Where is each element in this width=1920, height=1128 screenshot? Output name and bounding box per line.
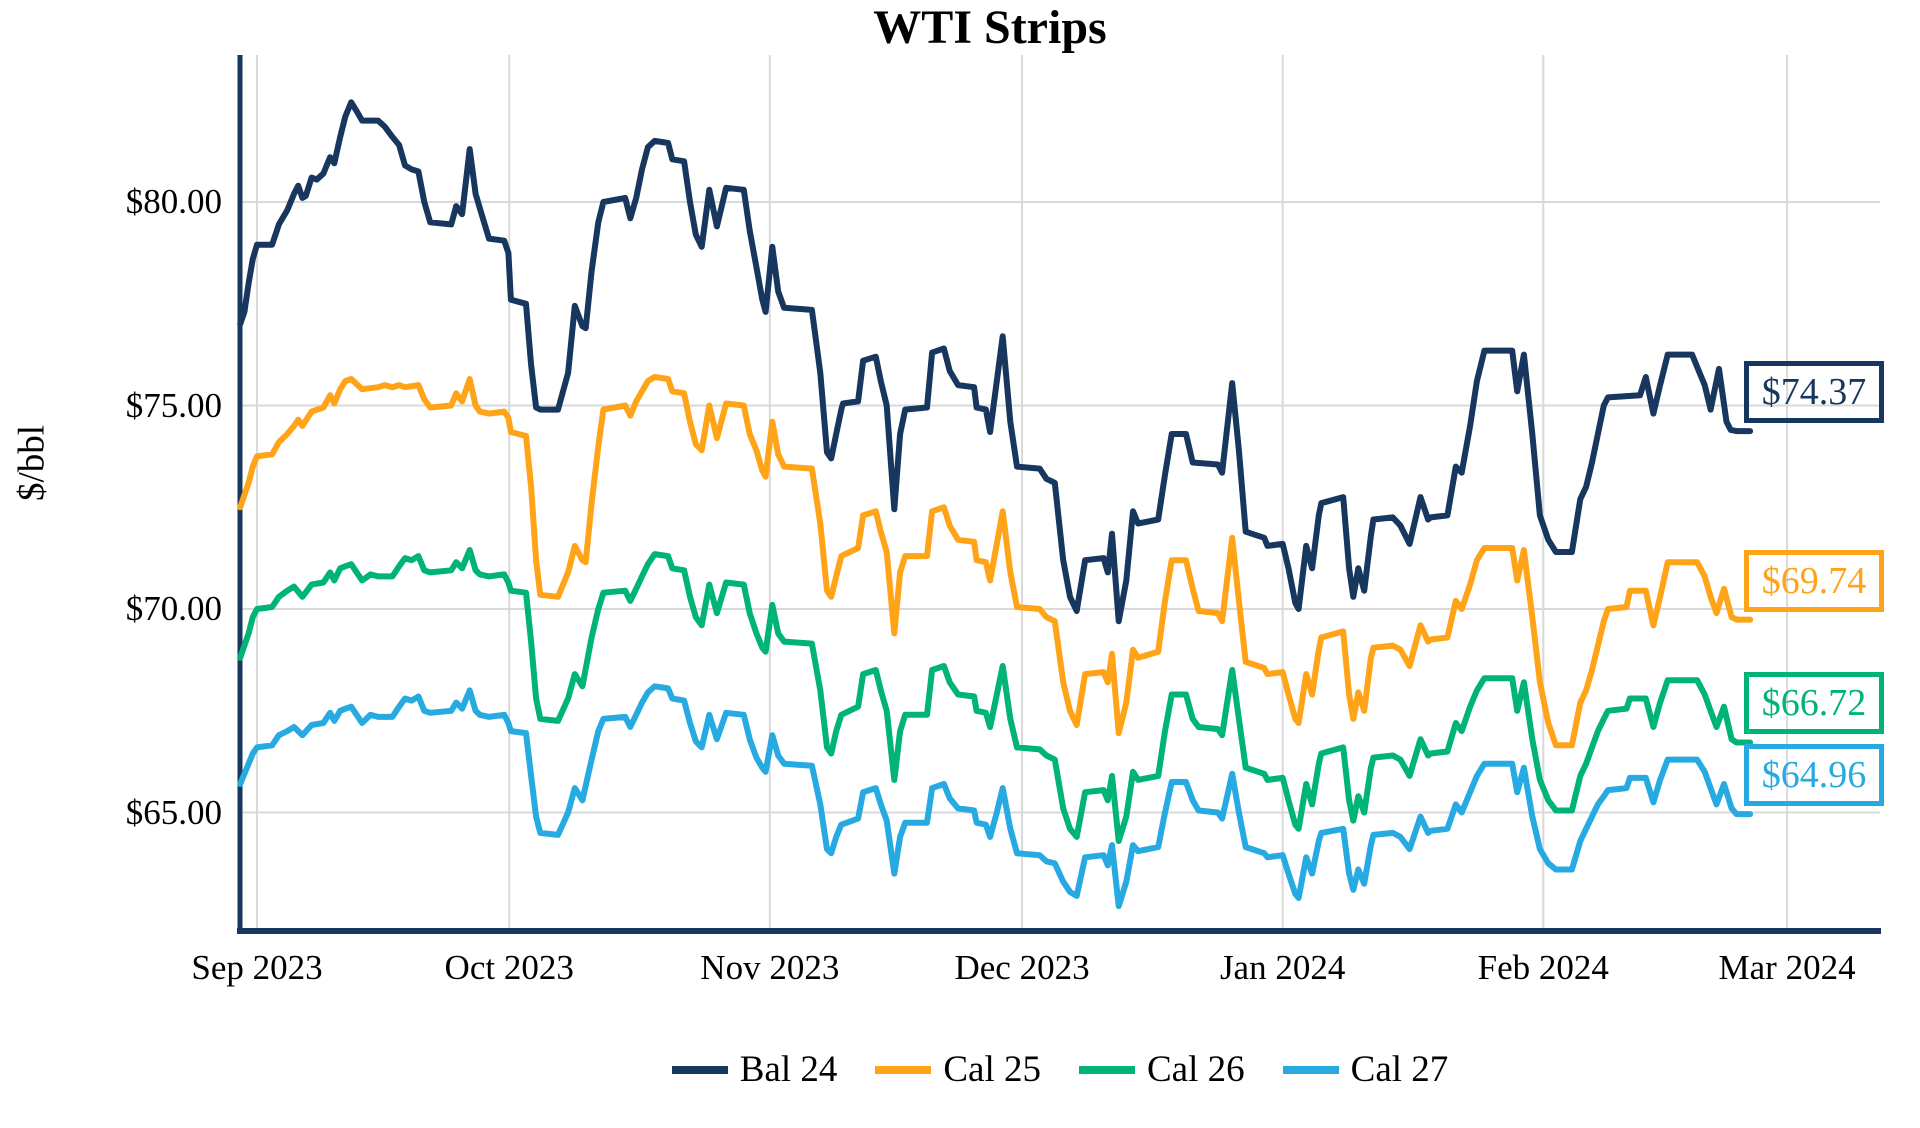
legend-line-swatch: [1282, 1065, 1339, 1074]
x-tick-label: Sep 2023: [191, 948, 323, 987]
series-line-cal-25: [237, 374, 1754, 749]
y-tick-label: $70.00: [125, 589, 222, 628]
x-tick-label: Oct 2023: [444, 948, 574, 987]
legend-item-cal-27: Cal 27: [1282, 1048, 1449, 1091]
end-label-cal-25: $69.74: [1744, 549, 1884, 612]
y-tick-label: $75.00: [125, 385, 222, 425]
x-tick-label: Jan 2024: [1219, 948, 1346, 987]
y-tick-label: $80.00: [125, 182, 222, 221]
legend-label: Cal 27: [1350, 1049, 1449, 1090]
y-tick-label: $65.00: [125, 792, 222, 832]
chart-title: WTI Strips: [873, 1, 1107, 54]
legend-line-swatch: [671, 1065, 728, 1074]
legend-line-swatch: [875, 1065, 932, 1074]
legend-item-cal-25: Cal 25: [875, 1048, 1041, 1091]
x-tick-label: Nov 2023: [700, 948, 840, 987]
x-tick-label: Mar 2024: [1718, 948, 1856, 987]
legend-line-swatch: [1079, 1065, 1135, 1074]
legend-label: Cal 25: [943, 1049, 1041, 1090]
x-tick-label: Feb 2024: [1477, 948, 1609, 987]
end-label-bal-24: $74.37: [1744, 361, 1884, 424]
series-line-bal-24: [237, 99, 1754, 625]
legend-label: Bal 24: [739, 1049, 838, 1090]
series-line-cal-26: [237, 547, 1754, 844]
legend: Bal 24 Cal 25 Cal 26 Cal 27: [240, 1048, 1880, 1091]
series-line-cal-27: [237, 683, 1754, 910]
end-label-cal-26: $66.72: [1744, 672, 1884, 735]
legend-item-bal-24: Bal 24: [671, 1048, 838, 1091]
legend-label: Cal 26: [1147, 1049, 1245, 1090]
legend-item-cal-26: Cal 26: [1079, 1048, 1245, 1091]
x-tick-label: Dec 2023: [954, 948, 1090, 987]
end-label-cal-27: $64.96: [1744, 744, 1884, 807]
